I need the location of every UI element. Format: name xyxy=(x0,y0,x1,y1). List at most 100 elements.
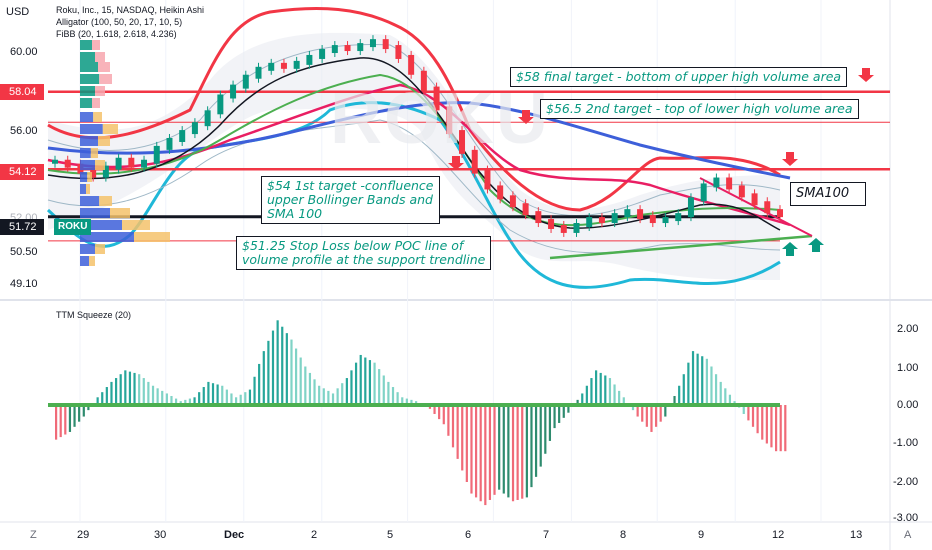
volume-profile-up xyxy=(80,124,103,134)
squeeze-bar xyxy=(470,405,473,494)
squeeze-bar xyxy=(101,392,104,405)
annotation-56-5-target[interactable]: $56.5 2nd target - top of lower high vol… xyxy=(540,99,859,119)
squeeze-bar xyxy=(590,378,593,405)
squeeze-bar xyxy=(576,399,579,405)
squeeze-bar xyxy=(304,366,307,405)
squeeze-bar xyxy=(775,405,778,452)
squeeze-bar xyxy=(641,405,644,422)
squeeze-bar xyxy=(761,405,764,440)
squeeze-bar xyxy=(562,405,565,418)
squeeze-bar xyxy=(442,405,445,425)
squeeze-bar xyxy=(705,358,708,405)
price-tag-58-04: 58.04 xyxy=(0,84,44,100)
price-tag-51-72: 51.72 xyxy=(0,219,44,235)
squeeze-bar xyxy=(138,374,141,405)
squeeze-bar xyxy=(654,405,658,427)
squeeze-bar xyxy=(405,398,408,405)
squeeze-bar xyxy=(184,399,187,405)
watermark: ROKU xyxy=(330,79,550,159)
squeeze-bar xyxy=(142,378,145,405)
squeeze-bar xyxy=(78,405,81,422)
time-label-8: 8 xyxy=(620,529,627,541)
volume-profile-up xyxy=(80,52,95,62)
squeeze-bar xyxy=(262,351,265,405)
squeeze-bar xyxy=(350,370,353,405)
oscillator-title: TTM Squeeze (20) xyxy=(56,310,132,320)
volume-profile-up xyxy=(80,148,91,158)
squeeze-bar xyxy=(474,405,478,498)
squeeze-bar xyxy=(225,389,228,405)
time-label-6: 6 xyxy=(465,529,472,541)
volume-profile-down xyxy=(95,52,105,62)
squeeze-bar xyxy=(696,353,699,405)
squeeze-bar xyxy=(373,362,376,405)
volume-profile-up xyxy=(80,196,100,206)
squeeze-bar xyxy=(165,393,168,405)
arrow-up-support-right-icon xyxy=(808,238,824,252)
alligator-legend: Alligator (100, 50, 20, 17, 10, 5) xyxy=(56,17,183,27)
squeeze-bar xyxy=(581,393,584,405)
squeeze-bar xyxy=(530,405,533,488)
annotation-54-target[interactable]: $54 1st target -confluence upper Bolling… xyxy=(261,176,440,224)
time-label-30: 30 xyxy=(154,529,167,541)
squeeze-bar xyxy=(631,405,635,411)
squeeze-bar xyxy=(396,392,399,405)
volume-profile-up xyxy=(80,136,98,146)
squeeze-bar xyxy=(502,405,505,494)
squeeze-bar xyxy=(235,397,238,405)
squeeze-bar xyxy=(341,383,344,405)
time-label-12: 12 xyxy=(772,529,785,541)
volume-profile-down xyxy=(122,220,150,230)
annotation-58-target[interactable]: $58 final target - bottom of upper high … xyxy=(510,67,848,87)
volume-profile-up xyxy=(80,160,95,170)
squeeze-bar xyxy=(710,366,713,405)
squeeze-bar xyxy=(507,405,510,498)
squeeze-bar xyxy=(276,320,279,405)
auto-scale-button[interactable]: A xyxy=(904,529,912,541)
osc-tick-neg2: -2.00 xyxy=(893,476,919,488)
squeeze-bar xyxy=(354,362,358,405)
squeeze-bar xyxy=(230,393,233,405)
volume-profile-down xyxy=(134,232,170,242)
squeeze-bar xyxy=(221,385,224,405)
squeeze-bar xyxy=(544,405,547,454)
squeeze-bar xyxy=(493,405,496,495)
squeeze-bar xyxy=(294,348,298,405)
squeeze-bar xyxy=(64,405,67,435)
squeeze-bar xyxy=(290,339,293,405)
volume-profile-up xyxy=(80,184,86,194)
squeeze-bar xyxy=(728,394,732,405)
squeeze-bar xyxy=(618,390,621,405)
annotation-stop-line-1: $51.25 Stop Loss below POC line of xyxy=(242,238,464,253)
ticker-tag: ROKU xyxy=(54,219,92,235)
squeeze-bar xyxy=(401,397,404,405)
volume-profile-down xyxy=(93,112,102,122)
volume-profile-up xyxy=(80,256,89,266)
osc-tick-neg1: -1.00 xyxy=(893,437,919,449)
volume-profile-down xyxy=(95,86,105,96)
squeeze-bar xyxy=(539,405,542,467)
squeeze-bar xyxy=(525,405,528,498)
squeeze-bar xyxy=(114,378,118,405)
arrow-up-support-left-icon xyxy=(782,242,798,256)
bollinger-upper-inner xyxy=(47,43,781,217)
time-label-dec: Dec xyxy=(224,529,245,541)
zoom-button[interactable]: Z xyxy=(30,529,37,541)
resistance-trendline xyxy=(699,177,813,237)
squeeze-bar xyxy=(447,405,450,436)
time-label-13: 13 xyxy=(850,529,863,541)
annotation-sma100[interactable]: SMA100 xyxy=(790,182,866,206)
squeeze-bar xyxy=(548,405,552,441)
squeeze-bar xyxy=(645,405,648,427)
squeeze-bar xyxy=(461,405,464,471)
price-tick-60: 60.00 xyxy=(10,46,38,58)
time-label-7: 7 xyxy=(543,529,550,541)
annotation-stop-loss[interactable]: $51.25 Stop Loss below POC line of volum… xyxy=(236,236,492,270)
volume-profile-up xyxy=(80,40,92,50)
squeeze-bar xyxy=(636,405,639,417)
annotation-54-line-1: $54 1st target -confluence xyxy=(267,178,434,193)
bollinger-upper-outer xyxy=(47,6,781,212)
squeeze-bar xyxy=(724,388,727,405)
time-label-5: 5 xyxy=(387,529,394,541)
